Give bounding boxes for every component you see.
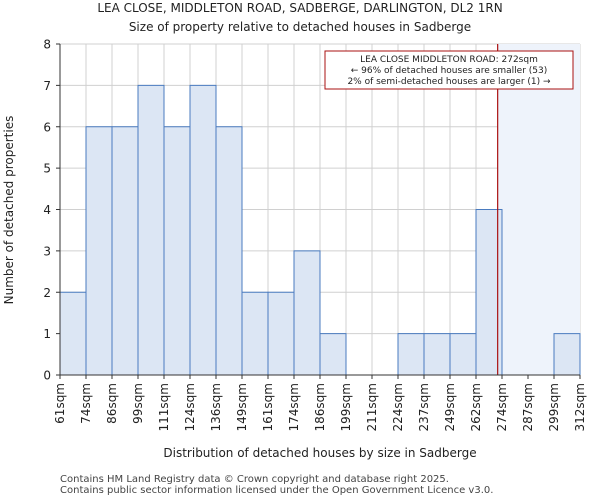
bar xyxy=(241,291,269,376)
bar xyxy=(111,126,139,376)
bar xyxy=(319,333,347,376)
bar xyxy=(85,126,113,376)
highlight-layer xyxy=(497,44,580,375)
y-tick-label: 7 xyxy=(43,79,51,93)
annotation-border xyxy=(324,50,574,90)
x-tick-label: 161sqm xyxy=(261,383,275,431)
bar xyxy=(449,333,477,376)
bar xyxy=(163,126,191,376)
x-tick-label: 249sqm xyxy=(443,383,457,431)
x-tick-label: 99sqm xyxy=(131,383,145,424)
x-tick-label: 111sqm xyxy=(157,383,171,431)
y-tick-labels: 0 1 2 3 4 5 6 7 8 xyxy=(43,38,60,383)
x-tick-label: 186sqm xyxy=(313,383,327,431)
annotation-box: LEA CLOSE MIDDLETON ROAD: 272sqm ← 96% o… xyxy=(324,50,574,90)
bar xyxy=(189,84,217,376)
bar xyxy=(137,84,165,376)
x-tick-label: 124sqm xyxy=(183,383,197,431)
y-tick-label: 8 xyxy=(43,38,51,52)
chart-svg: LEA CLOSE, MIDDLETON ROAD, SADBERGE, DAR… xyxy=(2,1,587,460)
x-tick-label: 262sqm xyxy=(469,383,483,431)
bar xyxy=(59,291,87,376)
chart-title: LEA CLOSE, MIDDLETON ROAD, SADBERGE, DAR… xyxy=(97,1,502,15)
highlight-region xyxy=(497,44,580,375)
bar xyxy=(293,250,321,376)
footer-attribution-1: Contains HM Land Registry data © Crown c… xyxy=(60,474,449,485)
x-tick-label: 86sqm xyxy=(105,383,119,424)
x-tick-label: 61sqm xyxy=(53,383,67,424)
x-tick-label: 299sqm xyxy=(547,383,561,431)
x-tick-label: 312sqm xyxy=(573,383,587,431)
x-tick-label: 199sqm xyxy=(339,383,353,431)
y-axis-label: Number of detached properties xyxy=(2,116,16,305)
bar xyxy=(215,126,243,376)
annotation-line-2: ← 96% of detached houses are smaller (53… xyxy=(351,66,548,76)
y-tick-label: 6 xyxy=(43,120,51,134)
x-tick-labels: 61sqm 74sqm 86sqm 99sqm 111sqm 124sqm 136sqm 14… xyxy=(53,375,587,431)
annotation-line-1: LEA CLOSE MIDDLETON ROAD: 272sqm xyxy=(360,55,538,65)
x-tick-label: 211sqm xyxy=(365,383,379,431)
footer-attribution-2: Contains public sector information licen… xyxy=(60,485,494,496)
x-tick-label: 274sqm xyxy=(495,383,509,431)
y-tick-label: 4 xyxy=(43,203,51,217)
y-tick-label: 5 xyxy=(43,162,51,176)
y-tick-label: 3 xyxy=(43,244,51,258)
x-tick-label: 174sqm xyxy=(287,383,301,431)
bar xyxy=(553,333,581,376)
y-tick-label: 2 xyxy=(43,286,51,300)
x-tick-label: 224sqm xyxy=(391,383,405,431)
y-tick-label: 1 xyxy=(43,327,51,341)
bar xyxy=(397,333,425,376)
x-tick-label: 136sqm xyxy=(209,383,223,431)
x-tick-label: 237sqm xyxy=(417,383,431,431)
chart-subtitle: Size of property relative to detached ho… xyxy=(129,20,471,34)
x-tick-label: 149sqm xyxy=(235,383,249,431)
x-axis-label: Distribution of detached houses by size … xyxy=(163,446,476,460)
annotation-line-3: 2% of semi-detached houses are larger (1… xyxy=(347,77,551,87)
bar xyxy=(423,333,451,376)
x-tick-label: 287sqm xyxy=(521,383,535,431)
bar xyxy=(267,291,295,376)
y-tick-label: 0 xyxy=(43,369,51,383)
x-tick-label: 74sqm xyxy=(79,383,93,424)
